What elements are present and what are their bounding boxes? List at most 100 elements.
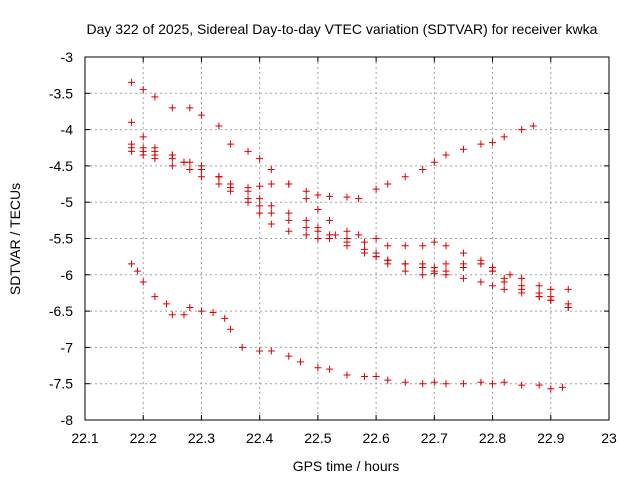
data-point-plus: [535, 282, 543, 290]
data-point-plus: [238, 343, 246, 351]
data-point-plus: [128, 118, 136, 126]
data-point-plus: [419, 271, 427, 279]
data-point-plus: [285, 352, 293, 360]
data-point-plus: [372, 185, 380, 193]
data-point-plus: [372, 253, 380, 261]
data-point-plus: [197, 173, 205, 181]
data-point-plus: [314, 235, 322, 242]
x-tick-labels: 22.1 22.2 22.3 22.4 22.5 22.6 22.7 22.8 22.9 23: [71, 430, 617, 446]
data-point-plus: [168, 311, 176, 319]
y-tick-labels: -3 -3.5 -4 -4.5 -5 -5.5 -6 -6.5 -7 -7.5 -8: [49, 49, 73, 428]
data-point-plus: [302, 195, 310, 203]
data-point-plus: [215, 173, 223, 181]
data-point-plus: [384, 180, 392, 188]
chart-title: Day 322 of 2025, Sidereal Day-to-day VTE…: [87, 21, 598, 37]
data-point-plus: [128, 78, 136, 86]
data-point-plus: [215, 122, 223, 130]
data-point-plus: [500, 285, 508, 293]
data-point-plus: [535, 293, 543, 301]
data-point-plus: [500, 133, 508, 141]
data-point-plus: [302, 231, 310, 239]
data-point-plus: [267, 202, 275, 210]
data-point-plus: [186, 104, 194, 112]
data-point-plus: [401, 267, 409, 275]
data-point-plus: [401, 378, 409, 386]
data-point-plus: [168, 104, 176, 112]
data-point-plus: [163, 300, 171, 308]
data-point-plus: [442, 260, 450, 268]
data-point-plus: [401, 242, 409, 250]
data-point-plus: [128, 260, 136, 268]
data-point-plus: [343, 235, 351, 242]
data-point-plus: [285, 216, 293, 224]
data-point-plus: [500, 278, 508, 286]
data-point-plus: [267, 166, 275, 174]
data-point-plus: [256, 347, 264, 355]
data-point-plus: [244, 195, 252, 203]
data-point-plus: [401, 173, 409, 181]
data-point-plus: [314, 227, 322, 235]
data-point-plus: [197, 111, 205, 119]
data-point-plus: [401, 260, 409, 268]
data-point-plus: [564, 303, 572, 311]
data-point-plus: [128, 144, 136, 152]
data-point-plus: [133, 267, 141, 275]
data-point-plus: [221, 314, 229, 322]
data-point-plus: [244, 147, 252, 155]
data-point-plus: [529, 122, 537, 130]
y-tick-label: -7.5: [49, 376, 73, 392]
data-point-plus: [558, 383, 566, 391]
y-tick-label: -6: [61, 267, 74, 283]
data-point-plus: [419, 242, 427, 250]
data-point-plus: [442, 267, 450, 275]
data-point-plus: [489, 267, 497, 275]
ticks-layer: [84, 56, 610, 421]
data-point-plus: [139, 133, 147, 141]
data-point-plus: [372, 235, 380, 242]
series-track-1: [128, 78, 572, 293]
data-point-plus: [197, 307, 205, 315]
data-point-plus: [506, 271, 514, 279]
data-point-plus: [326, 192, 334, 200]
data-point-plus: [489, 380, 497, 388]
data-point-plus: [314, 191, 322, 199]
data-point-plus: [267, 347, 275, 355]
y-tick-label: -3.5: [49, 85, 73, 101]
data-point-plus: [500, 378, 508, 386]
data-point-plus: [180, 311, 188, 319]
data-point-plus: [267, 209, 275, 217]
x-tick-label: 22.1: [71, 430, 98, 446]
x-tick-label: 22.5: [304, 430, 331, 446]
data-point-plus: [227, 184, 235, 192]
data-point-plus: [285, 209, 293, 217]
data-point-plus: [285, 227, 293, 235]
data-point-plus: [209, 309, 217, 317]
data-point-plus: [459, 264, 467, 272]
y-tick-label: -3: [61, 49, 74, 65]
data-point-plus: [477, 378, 485, 386]
data-point-plus: [267, 220, 275, 228]
data-point-plus: [355, 195, 363, 203]
x-tick-label: 22.2: [130, 430, 157, 446]
data-point-plus: [372, 372, 380, 380]
x-tick-label: 22.7: [421, 430, 448, 446]
data-point-plus: [477, 260, 485, 268]
data-point-plus: [314, 364, 322, 372]
data-point-plus: [256, 182, 264, 190]
data-point-plus: [360, 249, 368, 257]
data-point-plus: [256, 155, 264, 163]
data-point-plus: [384, 242, 392, 250]
data-point-plus: [302, 187, 310, 195]
data-point-plus: [302, 224, 310, 232]
data-point-plus: [360, 238, 368, 246]
y-tick-label: -8: [61, 412, 74, 428]
data-point-plus: [343, 371, 351, 379]
y-tick-label: -4: [61, 122, 74, 138]
data-point-plus: [151, 293, 159, 301]
x-tick-label: 22.3: [188, 430, 215, 446]
data-point-plus: [360, 372, 368, 380]
data-point-plus: [227, 140, 235, 148]
data-point-plus: [489, 139, 497, 147]
data-point-plus: [285, 180, 293, 188]
